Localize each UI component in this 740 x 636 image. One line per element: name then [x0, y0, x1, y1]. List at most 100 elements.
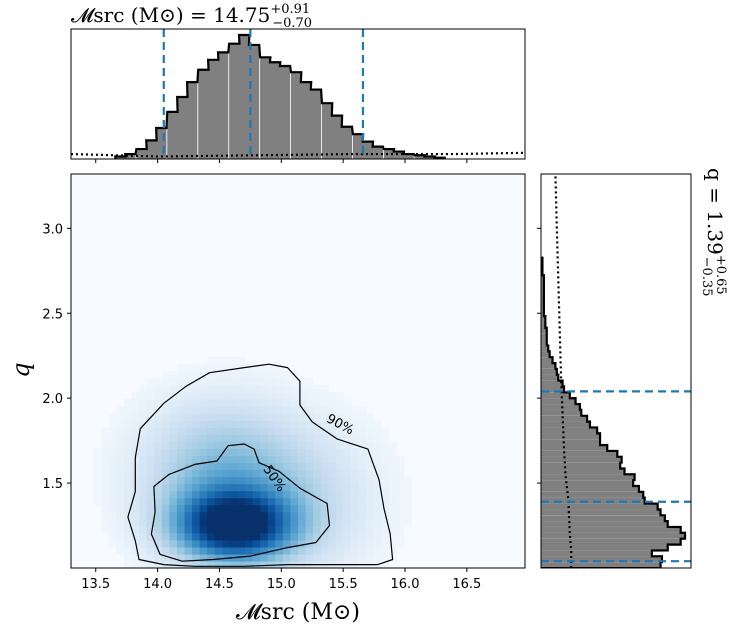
- density-cell: [290, 399, 299, 407]
- density-cell: [350, 490, 360, 499]
- density-cell: [305, 546, 314, 555]
- density-cell: [184, 413, 193, 421]
- density-cell: [305, 511, 314, 520]
- top-hist-bar: [383, 149, 395, 159]
- density-cell: [131, 413, 140, 421]
- density-cell: [229, 399, 239, 407]
- density-cell: [282, 490, 292, 499]
- density-cell: [176, 434, 186, 442]
- density-cell: [207, 413, 216, 421]
- density-cell: [146, 511, 155, 520]
- density-cell: [146, 441, 155, 449]
- density-cell: [123, 497, 133, 506]
- density-cell: [275, 413, 284, 421]
- density-cell: [335, 392, 344, 400]
- density-cell: [237, 532, 246, 541]
- density-cell: [396, 518, 405, 527]
- density-cell: [282, 434, 292, 442]
- density-cell: [169, 497, 178, 506]
- density-cell: [161, 469, 170, 478]
- density-cell: [320, 539, 329, 548]
- density-cell: [328, 427, 337, 435]
- density-cell: [131, 434, 140, 442]
- density-cell: [116, 427, 125, 435]
- joint-density-heatmap: [93, 356, 413, 569]
- density-cell: [358, 483, 367, 492]
- density-cell: [199, 399, 208, 407]
- density-cell: [320, 504, 329, 513]
- density-cell: [154, 483, 163, 492]
- density-cell: [373, 546, 382, 555]
- density-cell: [313, 399, 322, 407]
- density-cell: [154, 385, 163, 393]
- density-cell: [350, 420, 360, 428]
- right-marginal-histogram: [541, 256, 687, 568]
- density-cell: [123, 448, 133, 457]
- density-cell: [275, 469, 284, 478]
- density-cell: [192, 406, 201, 414]
- density-cell: [146, 476, 155, 485]
- density-cell: [275, 497, 284, 506]
- density-cell: [358, 525, 367, 534]
- right-hist-bar: [541, 445, 608, 451]
- density-cell: [245, 455, 254, 464]
- density-cell: [366, 469, 375, 478]
- density-cell: [260, 455, 269, 464]
- density-cell: [169, 462, 178, 471]
- density-cell: [320, 518, 329, 527]
- density-cell: [161, 546, 170, 555]
- right-hist-bar: [541, 456, 622, 463]
- top-hist-bar: [279, 66, 291, 159]
- right-hist-bar: [541, 491, 644, 498]
- density-cell: [388, 539, 397, 548]
- density-cell: [290, 518, 299, 527]
- density-cell: [229, 385, 239, 393]
- density-cell: [328, 532, 337, 541]
- density-cell: [245, 413, 254, 421]
- density-cell: [282, 406, 292, 414]
- density-cell: [214, 490, 223, 499]
- density-cell: [403, 476, 413, 485]
- density-cell: [131, 560, 140, 569]
- density-cell: [131, 553, 140, 562]
- top-hist-bar: [393, 151, 404, 159]
- density-cell: [192, 483, 201, 492]
- density-cell: [373, 427, 382, 435]
- right-hist-bar: [541, 544, 668, 551]
- density-cell: [184, 525, 193, 534]
- density-cell: [298, 462, 307, 471]
- density-cell: [335, 518, 344, 527]
- density-cell: [245, 518, 254, 527]
- density-cell: [290, 504, 299, 513]
- density-cell: [108, 420, 117, 428]
- density-cell: [313, 490, 322, 499]
- density-cell: [320, 532, 329, 541]
- density-cell: [222, 525, 231, 534]
- density-cell: [260, 363, 269, 372]
- density-cell: [381, 490, 390, 499]
- density-cell: [169, 532, 178, 541]
- density-cell: [214, 378, 223, 386]
- density-cell: [146, 483, 155, 492]
- density-cell: [161, 399, 170, 407]
- density-cell: [146, 385, 155, 393]
- density-cell: [343, 497, 352, 506]
- density-cell: [214, 356, 223, 365]
- density-cell: [214, 399, 223, 407]
- density-cell: [275, 525, 284, 534]
- density-cell: [245, 497, 254, 506]
- density-cell: [275, 406, 284, 414]
- density-cell: [184, 371, 193, 379]
- density-cell: [260, 560, 269, 569]
- density-cell: [176, 525, 186, 534]
- density-cell: [245, 511, 254, 520]
- joint-x-axis-label: 𝓜src (M⊙): [236, 600, 360, 625]
- density-cell: [93, 455, 102, 464]
- density-cell: [313, 462, 322, 471]
- density-cell: [328, 441, 337, 449]
- density-cell: [207, 448, 216, 457]
- density-cell: [192, 455, 201, 464]
- density-cell: [320, 385, 329, 393]
- density-cell: [373, 511, 382, 520]
- density-cell: [108, 413, 117, 421]
